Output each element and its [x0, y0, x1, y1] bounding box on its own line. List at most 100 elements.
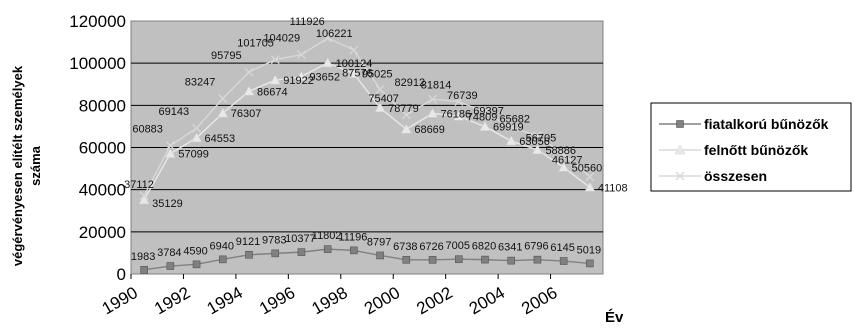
y-tick-label: 0	[117, 265, 126, 284]
data-label: 6796	[524, 241, 548, 253]
y-tick-label: 40000	[79, 181, 126, 200]
data-label: 86674	[257, 86, 288, 98]
data-label: 6341	[498, 242, 522, 254]
legend-marker-1	[674, 144, 686, 155]
data-point	[245, 250, 253, 259]
data-point	[323, 245, 332, 253]
x-tick-label: 1994	[204, 283, 246, 318]
data-point	[585, 172, 595, 182]
data-point	[559, 257, 568, 265]
data-label: 76739	[447, 90, 478, 102]
data-point	[453, 110, 465, 121]
data-label: 6145	[550, 242, 574, 254]
x-tick-label: 2004	[466, 283, 508, 318]
x-tick-label: 1990	[99, 283, 141, 318]
data-point	[533, 255, 542, 264]
data-label: 50560	[572, 162, 603, 174]
data-point	[376, 251, 384, 260]
gridlines	[131, 62, 603, 233]
data-point	[217, 107, 229, 118]
data-point	[480, 107, 490, 117]
data-label: 111926	[290, 16, 325, 28]
data-label: 46127	[552, 155, 583, 167]
y-tick-label: 20000	[79, 223, 126, 242]
data-label: 76186	[441, 108, 472, 120]
data-point	[218, 94, 228, 103]
y-axis-ticks: 0 20000 40000 60000 80000 100000 120000	[69, 12, 126, 284]
data-label: 76307	[231, 108, 262, 120]
data-label: 101705	[237, 38, 274, 50]
data-point	[296, 50, 306, 60]
data-point	[428, 256, 437, 264]
data-point	[165, 141, 175, 151]
data-point	[402, 255, 411, 264]
data-point	[401, 110, 411, 120]
data-label: 41108	[598, 182, 628, 194]
data-point	[505, 135, 517, 146]
x-axis-label: Év	[605, 309, 624, 326]
data-label: 37112	[124, 179, 154, 191]
data-label: 87576	[342, 67, 373, 79]
x-tick-label: 1996	[256, 283, 298, 318]
data-label: 78779	[388, 103, 419, 115]
data-label: 82912	[395, 77, 426, 89]
series-line-2	[143, 37, 591, 197]
x-tick-label: 1992	[151, 283, 193, 318]
data-point	[166, 262, 175, 270]
data-point	[348, 68, 360, 78]
series-markers	[138, 33, 596, 274]
data-point	[139, 191, 149, 201]
data-point	[270, 55, 280, 65]
y-tick-label: 60000	[79, 139, 126, 158]
x-axis-ticks: 1990 1992 1994 1996 1998 2000 2002 2004 2006	[99, 274, 561, 318]
data-point	[428, 94, 438, 104]
data-label: 11802	[312, 230, 342, 242]
data-point	[297, 248, 306, 256]
x-tick-label: 2006	[518, 283, 560, 318]
data-point	[507, 256, 516, 265]
data-point	[243, 85, 255, 96]
data-label: 95795	[211, 50, 242, 62]
data-label: 60883	[132, 124, 163, 136]
data-point	[138, 194, 150, 205]
data-point	[454, 97, 464, 106]
data-label: 7005	[446, 240, 470, 252]
data-label: 6820	[472, 241, 496, 253]
data-label: 68669	[414, 124, 445, 136]
data-label: 91922	[283, 75, 314, 87]
legend-label-0: fiatalkorú bűnözők	[704, 116, 829, 132]
data-label: 81814	[421, 80, 452, 92]
data-point	[559, 149, 569, 159]
data-point	[140, 266, 148, 274]
data-label: 9121	[236, 236, 260, 248]
data-point	[400, 123, 412, 134]
data-label: 6726	[419, 241, 443, 253]
data-label: 69919	[493, 122, 524, 134]
y-axis-label: végérvényesen elítélt személyek	[10, 65, 25, 266]
data-point	[375, 84, 385, 94]
data-point	[558, 161, 570, 172]
x-tick-label: 2000	[361, 283, 403, 318]
data-point	[269, 74, 281, 85]
data-point	[192, 123, 202, 133]
data-label: 9783	[262, 234, 286, 246]
data-point	[586, 259, 594, 268]
data-point	[271, 249, 280, 258]
legend: fiatalkorú bűnözők felnőtt bűnözők összese…	[650, 102, 852, 192]
data-point	[532, 144, 543, 155]
data-label: 10377	[285, 233, 316, 245]
data-point	[454, 255, 463, 264]
data-point	[532, 131, 542, 140]
data-label: 69397	[473, 106, 504, 118]
data-point	[296, 71, 307, 81]
data-label: 6738	[393, 241, 417, 253]
data-point	[506, 123, 516, 133]
data-point	[584, 181, 596, 192]
data-label: 35129	[152, 198, 183, 210]
data-label: 69143	[159, 106, 190, 118]
data-label: 75407	[368, 93, 399, 105]
data-label: 3784	[157, 247, 181, 259]
data-point	[323, 33, 333, 43]
